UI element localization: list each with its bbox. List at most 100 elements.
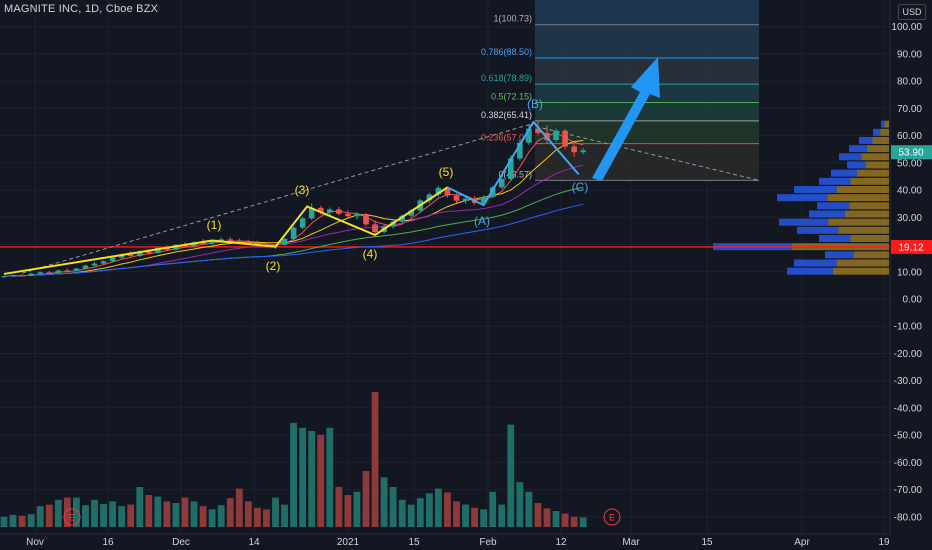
price-tick: 10.00: [897, 267, 922, 278]
ma-yellow: [3, 140, 584, 277]
candle-body: [245, 242, 252, 244]
time-tick: 15: [701, 537, 713, 548]
volume-bar: [552, 511, 560, 527]
price-tick: 60.00: [897, 131, 922, 142]
profile-bar-up: [794, 259, 837, 267]
candle-body: [10, 275, 16, 277]
candle-body: [553, 130, 559, 140]
profile-bar-up: [849, 145, 867, 153]
volume-bar: [45, 504, 53, 527]
volume-bar: [462, 504, 469, 527]
fib-zone-top: [535, 0, 759, 25]
earnings-marker-label: E: [609, 513, 615, 523]
volume-bar: [444, 492, 451, 527]
volume-bar: [27, 514, 35, 527]
wave-label: (A): [474, 214, 490, 228]
profile-bar-up: [881, 120, 885, 128]
time-tick: Nov: [26, 537, 44, 548]
volume-bar: [534, 503, 542, 527]
volume-bars: [0, 391, 587, 527]
profile-bar-up: [825, 251, 854, 259]
candle-body: [508, 158, 514, 179]
time-tick: Mar: [622, 537, 640, 548]
fib-zone: [535, 24, 759, 59]
profile-bar-down: [838, 226, 889, 234]
volume-bar: [217, 505, 225, 527]
last-price-label: 53.90: [898, 148, 923, 159]
volume-profile: [713, 120, 889, 275]
price-tick: 30.00: [897, 213, 922, 224]
candle-body: [308, 207, 315, 219]
candle-body: [146, 251, 152, 253]
candle-body: [562, 130, 568, 147]
profile-bar-up: [817, 202, 850, 210]
time-axis: Nov 16 Dec 14 2021 15 Feb 12 Mar 15 Apr 19: [0, 533, 890, 548]
profile-bar-down: [861, 153, 889, 161]
volume-bar: [73, 497, 80, 527]
volume-bar: [54, 499, 62, 527]
price-axis-bg: [890, 0, 932, 550]
last-price-badge: [891, 145, 932, 160]
candle-body: [209, 241, 215, 244]
profile-bar-down: [832, 267, 889, 275]
price-tick: 50.00: [897, 158, 922, 169]
profile-bar-up: [794, 185, 837, 193]
volume-bar: [145, 495, 153, 527]
fib-label: 0.382(65.41): [481, 110, 532, 120]
profile-bar-down: [827, 194, 889, 202]
earnings-marker: [603, 508, 621, 526]
price-tick: -60.00: [894, 458, 923, 469]
profile-bar-up: [809, 210, 845, 218]
profile-bar-up: [831, 169, 858, 177]
volume-bar: [362, 471, 370, 527]
candle-body: [327, 209, 333, 213]
volume-bar: [36, 506, 44, 527]
earnings-marker-label: E: [69, 513, 75, 523]
projection-arrow: [592, 57, 660, 181]
profile-bar-up: [859, 136, 873, 144]
candle-body: [173, 245, 179, 250]
volume-bar: [154, 496, 162, 527]
candle-body: [363, 214, 369, 225]
candle-body: [571, 146, 577, 153]
candle-body: [109, 257, 116, 262]
time-tick: Feb: [479, 537, 497, 548]
profile-bar-down: [872, 136, 889, 144]
currency-button[interactable]: USD: [898, 4, 926, 20]
volume-bar: [272, 497, 279, 527]
profile-bar-down: [857, 169, 889, 177]
profile-bar-down: [853, 251, 889, 259]
volume-bar: [263, 509, 270, 527]
fib-zone: [535, 120, 759, 144]
profile-bar-up: [847, 161, 866, 169]
candle-body: [218, 239, 224, 242]
volume-bar: [561, 513, 569, 527]
candle-body: [426, 194, 433, 201]
profile-bar-down: [867, 145, 889, 153]
candle-body: [408, 210, 415, 216]
volume-bar: [344, 495, 352, 527]
candle-body: [399, 215, 405, 222]
ma-blue: [3, 203, 584, 277]
volume-bar: [254, 507, 261, 527]
candles: [1, 120, 586, 279]
time-tick: 16: [102, 537, 114, 548]
candle-body: [46, 272, 53, 274]
time-tick: Apr: [794, 537, 810, 548]
volume-bar: [299, 427, 307, 527]
fib-label: 0.5(72.15): [491, 92, 532, 102]
volume-bar: [453, 501, 460, 527]
volume-bar: [136, 487, 144, 527]
profile-bar-down: [880, 128, 889, 136]
candle-body: [435, 187, 442, 195]
price-tick: -40.00: [894, 403, 923, 414]
volume-bar: [335, 487, 343, 527]
profile-bar-up: [873, 128, 881, 136]
profile-bar-up: [777, 194, 828, 202]
volume-bar: [308, 431, 316, 527]
arrow-shape: [592, 57, 660, 181]
fib-zone: [535, 102, 759, 121]
volume-bar: [172, 503, 180, 527]
